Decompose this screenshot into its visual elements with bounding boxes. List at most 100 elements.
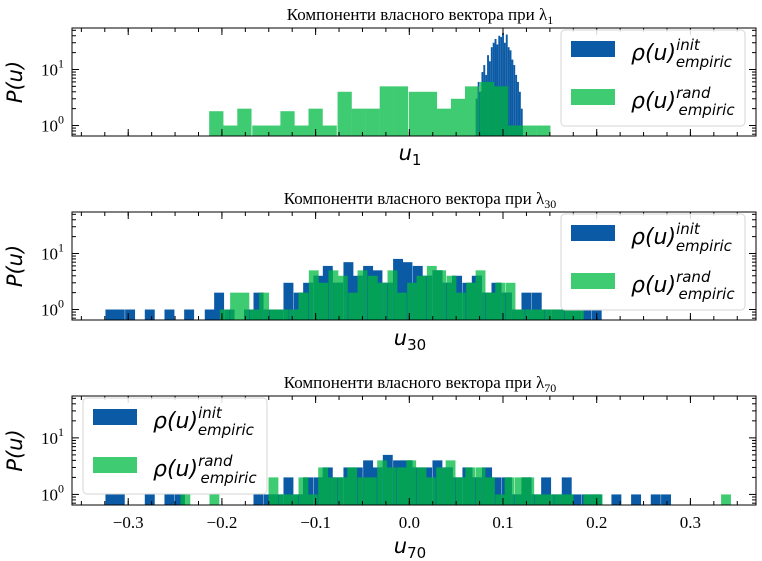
bar-overlap (561, 309, 565, 320)
bar-overlap (347, 467, 354, 505)
bar-init (631, 494, 642, 505)
bar-init (520, 108, 523, 136)
x-axis-label: u70 (394, 534, 426, 561)
bar-overlap (442, 282, 447, 320)
bar-init (541, 477, 552, 505)
bar-overlap (386, 467, 393, 505)
bar-overlap (581, 309, 584, 320)
bar-overlap (531, 494, 535, 505)
bar-overlap (521, 477, 525, 505)
legend-rand-sub: empiric (678, 285, 735, 303)
bar-rand (294, 125, 309, 136)
legend-label-rand: ρ(u)rand empiric (631, 84, 735, 119)
x-axis-label-subscript: 70 (407, 544, 426, 561)
legend-init-base: ρ(u) (631, 41, 676, 66)
bar-rand (180, 494, 191, 505)
bar-rand (365, 108, 380, 136)
bar-overlap (442, 467, 447, 505)
y-axis-label: P(u) (3, 61, 27, 103)
bar-init (114, 494, 125, 505)
bar-overlap (517, 125, 519, 136)
bar-rand (266, 125, 281, 136)
bar-rand (408, 91, 423, 136)
bar-init (531, 292, 542, 320)
bar-overlap (269, 309, 274, 320)
bar-rand (721, 494, 731, 505)
bar-overlap (491, 292, 496, 320)
bar-init (105, 494, 116, 505)
bar-overlap (273, 494, 279, 505)
bar-overlap (426, 275, 433, 320)
bar-overlap (382, 460, 388, 505)
bar-overlap (504, 477, 512, 505)
legend-label-init: ρ(u)init empiric (631, 36, 733, 71)
bar-overlap (352, 292, 359, 320)
legend-swatch-rand (571, 89, 615, 105)
bar-init (611, 494, 622, 505)
bar-overlap (412, 467, 417, 505)
bar-rand (464, 86, 480, 136)
bar-overlap (475, 477, 482, 505)
bar-overlap (367, 275, 374, 320)
x-axis-label: u1 (399, 141, 422, 169)
bar-overlap (512, 309, 516, 320)
bar-overlap (363, 477, 368, 505)
bar-overlap (313, 275, 319, 320)
bar-overlap (561, 494, 565, 505)
bar-overlap (498, 86, 501, 136)
bar-overlap (249, 309, 255, 320)
bar-overlap (422, 275, 427, 320)
bar-overlap (318, 477, 324, 505)
bar-overlap (477, 86, 480, 136)
bar-init (581, 309, 592, 320)
bar-overlap (333, 282, 339, 320)
bar-overlap (402, 292, 407, 320)
bar-overlap (352, 467, 358, 505)
panel-title: Компоненти власного вектора при λ1 (287, 5, 554, 27)
bar-rand (252, 125, 267, 136)
bar-overlap (495, 282, 502, 320)
bar-init (283, 477, 294, 505)
legend-rand-base: ρ(u) (631, 273, 676, 298)
bar-overlap (452, 477, 456, 505)
bar-overlap (307, 494, 314, 505)
bar-overlap (485, 292, 493, 320)
y-tick-exponent: 0 (58, 113, 64, 127)
bar-overlap (471, 282, 477, 320)
bar-overlap (436, 467, 443, 505)
y-axis-label: P(u) (3, 245, 27, 287)
legend-init-sub: empiric (676, 237, 733, 255)
bar-overlap (531, 309, 536, 320)
bar-init (214, 292, 225, 320)
bar-overlap (554, 309, 562, 320)
y-tick-exponent: 1 (58, 240, 64, 254)
bar-overlap (333, 477, 338, 505)
bar-overlap (407, 282, 413, 320)
bar-rand (351, 108, 366, 136)
legend-rand-sub: empiric (200, 469, 257, 487)
bar-overlap (541, 494, 545, 505)
bar-init (144, 494, 155, 505)
y-tick-label: 101 (41, 425, 64, 448)
bar-overlap (475, 98, 478, 136)
bar-rand (237, 108, 252, 136)
bar-overlap (432, 477, 436, 505)
bar-overlap (479, 91, 482, 136)
bar-overlap (288, 494, 294, 505)
bar-overlap (393, 467, 397, 505)
bar-overlap (432, 270, 437, 320)
bar-overlap (501, 292, 506, 320)
bar-overlap (462, 477, 466, 505)
y-tick-base: 10 (41, 485, 58, 504)
bar-overlap (328, 270, 333, 320)
bar-overlap (465, 467, 473, 505)
legend-rand-base: ρ(u) (631, 89, 676, 114)
bar-rand (239, 292, 250, 320)
bar-rand (337, 91, 352, 136)
panel-title-subscript: 30 (544, 197, 556, 211)
bar-init (561, 477, 572, 505)
bar-rand (223, 125, 238, 136)
